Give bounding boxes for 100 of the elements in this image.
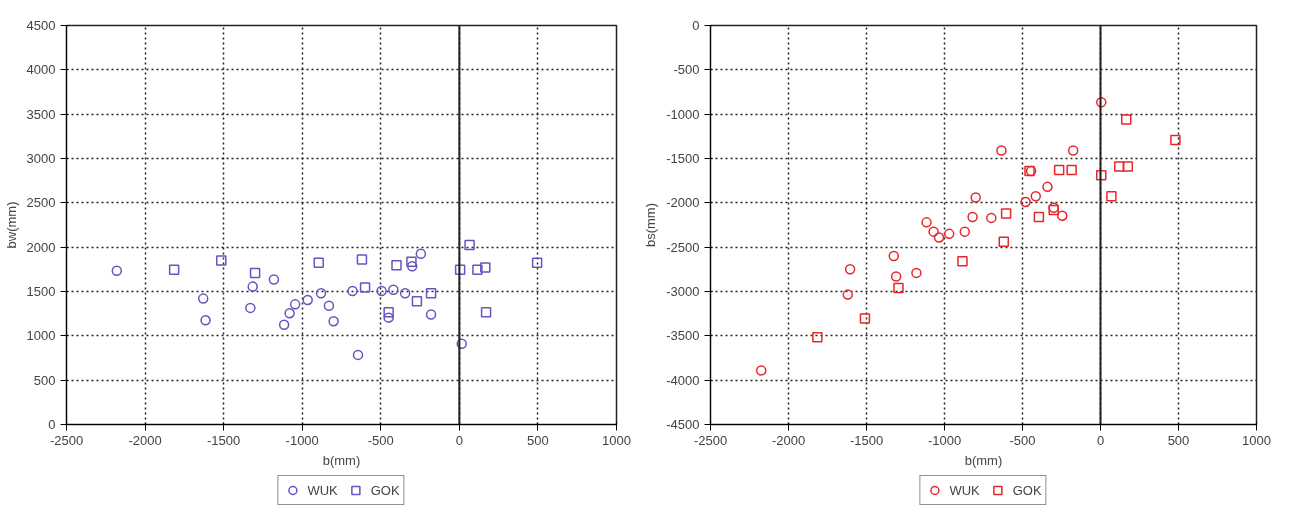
point xyxy=(197,293,209,304)
point xyxy=(302,294,313,306)
x-tick-label: -1500 xyxy=(849,432,884,448)
y-tick-label: 500 xyxy=(33,372,56,388)
x-tick-label: -1500 xyxy=(207,432,241,448)
point xyxy=(425,309,437,320)
x-tick-label: 1000 xyxy=(1242,432,1271,448)
point xyxy=(1042,181,1053,193)
point xyxy=(406,256,417,268)
y-tick-label: 0 xyxy=(48,417,56,432)
y-tick-label: 4000 xyxy=(26,62,56,78)
point xyxy=(959,226,971,237)
point xyxy=(1067,145,1079,156)
point xyxy=(890,271,902,282)
point xyxy=(406,260,418,272)
legend-label: GOK xyxy=(370,482,400,498)
point xyxy=(1053,164,1065,176)
point xyxy=(1113,161,1125,172)
x-tick-label: -500 xyxy=(367,432,394,448)
point xyxy=(216,255,227,266)
x-tick-label: -2500 xyxy=(693,432,728,448)
point xyxy=(376,285,387,297)
y-tick-label: 1500 xyxy=(26,284,56,299)
point xyxy=(1122,161,1134,172)
point xyxy=(249,267,261,279)
point xyxy=(859,313,871,324)
y-tick-label: -1000 xyxy=(666,106,700,122)
point xyxy=(957,256,968,267)
point xyxy=(247,281,258,292)
point xyxy=(111,265,123,276)
point xyxy=(755,365,767,376)
point xyxy=(388,284,399,295)
x-axis-title: b(mm) xyxy=(322,452,361,468)
point xyxy=(391,260,402,271)
point xyxy=(911,267,922,279)
point xyxy=(1033,211,1045,223)
point xyxy=(356,254,368,265)
point xyxy=(480,262,491,273)
point xyxy=(347,285,358,297)
point xyxy=(289,299,301,310)
point xyxy=(531,257,543,268)
legend-label: WUK xyxy=(949,482,980,498)
point xyxy=(245,302,256,314)
y-tick-label: 3000 xyxy=(26,151,56,166)
point xyxy=(888,250,900,262)
point xyxy=(359,282,371,293)
point xyxy=(842,289,854,300)
point xyxy=(399,288,411,299)
point xyxy=(313,257,324,268)
legend-label: GOK xyxy=(1012,482,1042,498)
point xyxy=(284,307,295,319)
y-tick-label: 3500 xyxy=(26,106,56,122)
point xyxy=(1020,196,1031,208)
x-tick-label: -1000 xyxy=(927,432,962,448)
y-tick-label: -1500 xyxy=(666,151,700,166)
y-axis-title: bs(mm) xyxy=(643,202,659,248)
x-tick-label: -2500 xyxy=(49,432,84,448)
x-tick-label: -1000 xyxy=(285,432,319,448)
point xyxy=(383,307,394,318)
point xyxy=(425,288,437,299)
point xyxy=(921,217,932,228)
y-tick-label: -500 xyxy=(673,62,700,78)
y-tick-label: -2000 xyxy=(666,195,700,211)
point xyxy=(323,300,335,311)
point xyxy=(1057,210,1068,221)
point xyxy=(315,288,327,299)
x-tick-label: 0 xyxy=(455,432,463,448)
point xyxy=(168,264,180,276)
y-tick-label: -3500 xyxy=(666,328,700,344)
point xyxy=(844,264,856,275)
x-tick-label: 1000 xyxy=(602,432,631,448)
point xyxy=(893,282,904,294)
point xyxy=(1096,170,1107,181)
point xyxy=(998,236,1010,248)
point xyxy=(464,239,475,251)
y-tick-label: -4000 xyxy=(666,372,700,388)
y-axis-title: bw(mm) xyxy=(3,201,19,249)
y-tick-label: -4500 xyxy=(666,417,700,432)
y-tick-label: 4500 xyxy=(26,18,56,33)
point xyxy=(1170,134,1181,146)
point xyxy=(328,315,339,327)
point xyxy=(1106,190,1117,202)
x-tick-label: 500 xyxy=(1167,432,1190,448)
x-tick-label: -500 xyxy=(1009,432,1036,448)
point xyxy=(278,319,290,330)
point xyxy=(996,145,1007,156)
point xyxy=(480,307,492,318)
point xyxy=(812,331,823,343)
y-tick-label: 1000 xyxy=(26,328,56,344)
point xyxy=(1000,208,1012,219)
point xyxy=(933,232,945,243)
point xyxy=(1066,164,1077,176)
y-tick-label: 2500 xyxy=(26,195,56,211)
point xyxy=(928,226,939,237)
point xyxy=(943,228,955,240)
point xyxy=(383,312,394,323)
point xyxy=(472,264,483,276)
point xyxy=(268,274,280,285)
x-tick-label: 500 xyxy=(527,432,549,448)
y-tick-label: -3000 xyxy=(666,284,700,299)
